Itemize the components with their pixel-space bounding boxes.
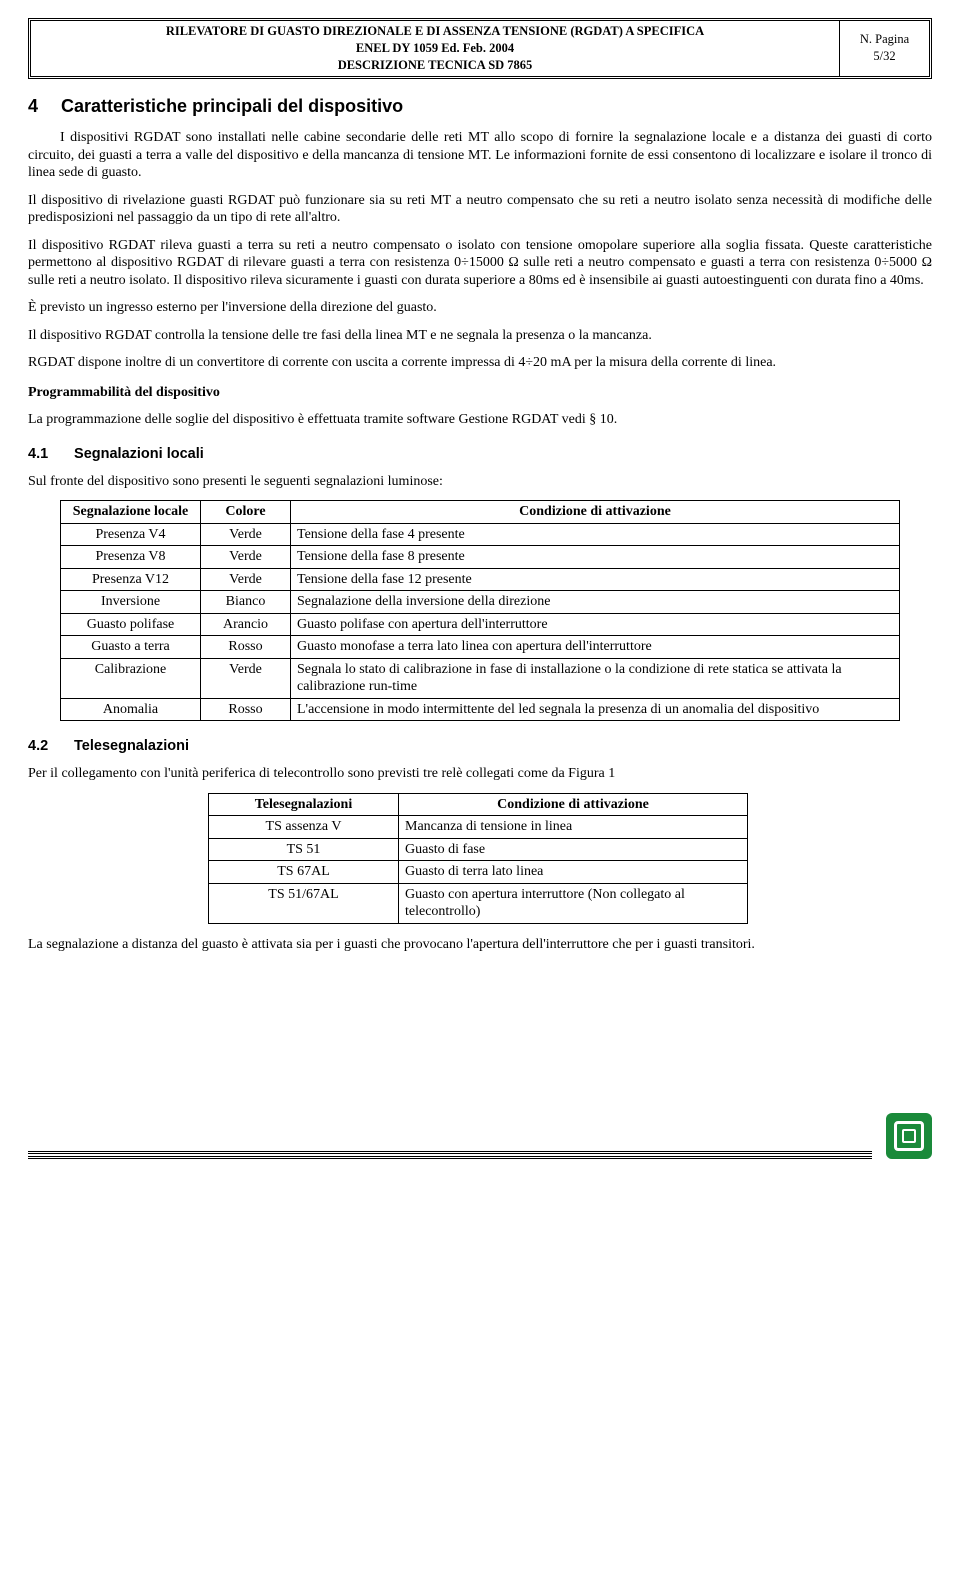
telesignals-table: Telesegnalazioni Condizione di attivazio…: [208, 793, 748, 924]
table-row: InversioneBiancoSegnalazione della inver…: [61, 591, 900, 614]
cell: TS 51/67AL: [209, 883, 399, 923]
cell: TS 67AL: [209, 861, 399, 884]
col-condition: Condizione di attivazione: [291, 501, 900, 524]
table-row: Guasto polifaseArancioGuasto polifase co…: [61, 613, 900, 636]
cell: Verde: [201, 658, 291, 698]
cell: Calibrazione: [61, 658, 201, 698]
cell: Tensione della fase 12 presente: [291, 568, 900, 591]
company-logo-icon: [886, 1113, 932, 1159]
section-4-p6: RGDAT dispone inoltre di un convertitore…: [28, 354, 932, 372]
page-footer: [28, 1113, 932, 1159]
table-header-row: Telesegnalazioni Condizione di attivazio…: [209, 793, 748, 816]
header-title-line1: RILEVATORE DI GUASTO DIREZIONALE E DI AS…: [37, 23, 833, 40]
section-4-p3: Il dispositivo RGDAT rileva guasti a ter…: [28, 237, 932, 290]
page-label: N. Pagina: [844, 32, 925, 48]
cell: Rosso: [201, 636, 291, 659]
cell: Verde: [201, 546, 291, 569]
document-header: RILEVATORE DI GUASTO DIREZIONALE E DI AS…: [28, 18, 932, 79]
subsection-4-2-title: Telesegnalazioni: [74, 738, 189, 754]
table-row: Presenza V12VerdeTensione della fase 12 …: [61, 568, 900, 591]
section-4-number: 4: [28, 95, 56, 118]
cell: L'accensione in modo intermittente del l…: [291, 698, 900, 721]
table-row: Guasto a terraRossoGuasto monofase a ter…: [61, 636, 900, 659]
section-4-p4: È previsto un ingresso esterno per l'inv…: [28, 299, 932, 317]
header-title-line3: DESCRIZIONE TECNICA SD 7865: [37, 57, 833, 74]
subsection-4-1-heading: 4.1 Segnalazioni locali: [28, 445, 932, 463]
cell: Presenza V12: [61, 568, 201, 591]
table-row: TS assenza VMancanza di tensione in line…: [209, 816, 748, 839]
section-4-title: Caratteristiche principali del dispositi…: [61, 96, 403, 116]
subsection-4-2-intro: Per il collegamento con l'unità periferi…: [28, 765, 932, 783]
table-row: Presenza V8VerdeTensione della fase 8 pr…: [61, 546, 900, 569]
cell: Guasto monofase a terra lato linea con a…: [291, 636, 900, 659]
footer-rule: [28, 1151, 872, 1159]
table-header-row: Segnalazione locale Colore Condizione di…: [61, 501, 900, 524]
cell: Guasto polifase: [61, 613, 201, 636]
col-condition: Condizione di attivazione: [399, 793, 748, 816]
subsection-4-2-number: 4.2: [28, 737, 70, 755]
section-4-heading: 4 Caratteristiche principali del disposi…: [28, 95, 932, 118]
cell: Presenza V8: [61, 546, 201, 569]
table-row: TS 67ALGuasto di terra lato linea: [209, 861, 748, 884]
table-row: Presenza V4VerdeTensione della fase 4 pr…: [61, 523, 900, 546]
cell: Segnala lo stato di calibrazione in fase…: [291, 658, 900, 698]
section-4-p7: La programmazione delle soglie del dispo…: [28, 411, 932, 429]
cell: Anomalia: [61, 698, 201, 721]
cell: Bianco: [201, 591, 291, 614]
cell: Rosso: [201, 698, 291, 721]
header-title-block: RILEVATORE DI GUASTO DIREZIONALE E DI AS…: [31, 21, 839, 76]
cell: Verde: [201, 523, 291, 546]
section-4-p1: I dispositivi RGDAT sono installati nell…: [28, 129, 932, 182]
col-telesignal: Telesegnalazioni: [209, 793, 399, 816]
cell: Arancio: [201, 613, 291, 636]
cell: Guasto a terra: [61, 636, 201, 659]
cell: Presenza V4: [61, 523, 201, 546]
table-row: AnomaliaRossoL'accensione in modo interm…: [61, 698, 900, 721]
page-number: 5/32: [844, 49, 925, 65]
subsection-4-1-title: Segnalazioni locali: [74, 446, 204, 462]
subsection-4-1-intro: Sul fronte del dispositivo sono presenti…: [28, 473, 932, 491]
table-row: TS 51/67ALGuasto con apertura interrutto…: [209, 883, 748, 923]
section-4-p2: Il dispositivo di rivelazione guasti RGD…: [28, 192, 932, 227]
cell: Inversione: [61, 591, 201, 614]
cell: Guasto di fase: [399, 838, 748, 861]
cell: Guasto con apertura interruttore (Non co…: [399, 883, 748, 923]
col-color: Colore: [201, 501, 291, 524]
cell: Verde: [201, 568, 291, 591]
table-row: CalibrazioneVerdeSegnala lo stato di cal…: [61, 658, 900, 698]
cell: Guasto di terra lato linea: [399, 861, 748, 884]
col-signal: Segnalazione locale: [61, 501, 201, 524]
header-page-block: N. Pagina 5/32: [839, 21, 929, 76]
subsection-4-2-outro: La segnalazione a distanza del guasto è …: [28, 936, 932, 954]
subsection-4-1-number: 4.1: [28, 445, 70, 463]
programmability-subhead: Programmabilità del dispositivo: [28, 384, 932, 402]
cell: TS assenza V: [209, 816, 399, 839]
cell: Guasto polifase con apertura dell'interr…: [291, 613, 900, 636]
subsection-4-2-heading: 4.2 Telesegnalazioni: [28, 737, 932, 755]
section-4-p5: Il dispositivo RGDAT controlla la tensio…: [28, 327, 932, 345]
cell: TS 51: [209, 838, 399, 861]
signals-table: Segnalazione locale Colore Condizione di…: [60, 500, 900, 721]
table-row: TS 51Guasto di fase: [209, 838, 748, 861]
cell: Mancanza di tensione in linea: [399, 816, 748, 839]
header-title-line2: ENEL DY 1059 Ed. Feb. 2004: [37, 40, 833, 57]
cell: Segnalazione della inversione della dire…: [291, 591, 900, 614]
cell: Tensione della fase 4 presente: [291, 523, 900, 546]
cell: Tensione della fase 8 presente: [291, 546, 900, 569]
